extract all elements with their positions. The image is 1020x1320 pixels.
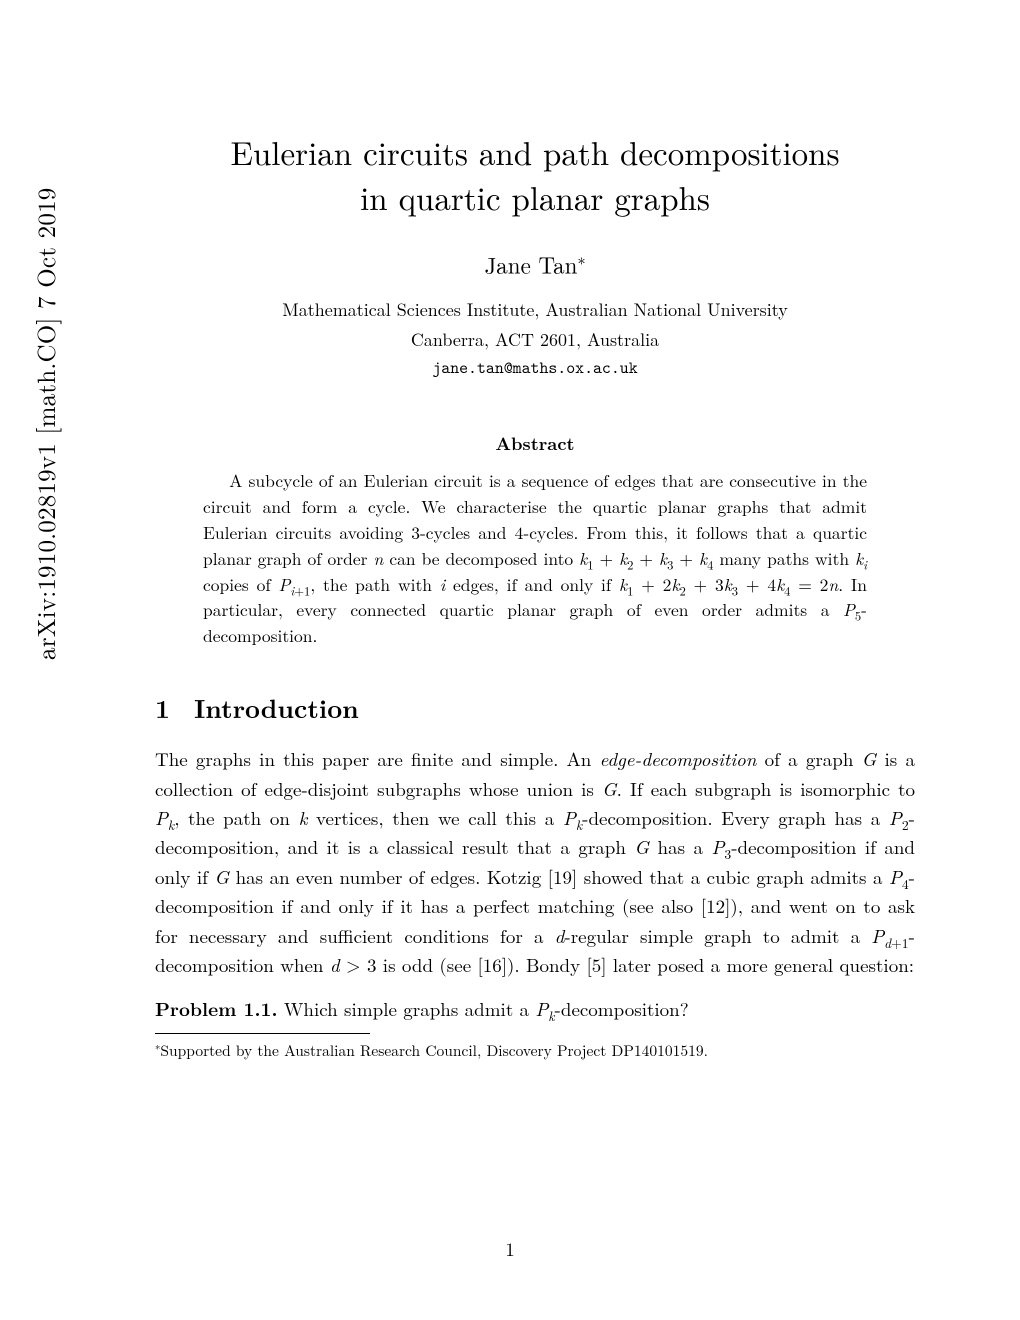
- author: Jane Tan∗: [155, 247, 915, 281]
- section-heading: 1 Introduction: [155, 689, 915, 726]
- abstract-body: A subcycle of an Eulerian circuit is a s…: [203, 468, 867, 649]
- footnote-rule: [155, 1033, 370, 1034]
- section-number: 1: [155, 689, 170, 726]
- paper-title: Eulerian circuits and path decomposition…: [155, 130, 915, 219]
- page-content: Eulerian circuits and path decomposition…: [155, 130, 915, 1062]
- title-line-1: Eulerian circuits and path decomposition…: [230, 128, 839, 175]
- footnote-text: Supported by the Australian Research Cou…: [160, 1040, 708, 1061]
- problem-statement: Problem 1.1. Which simple graphs admit a…: [155, 994, 915, 1023]
- affiliation-line-1: Mathematical Sciences Institute, Austral…: [155, 297, 915, 323]
- problem-label: Problem 1.1.: [155, 994, 278, 1022]
- affiliation-line-2: Canberra, ACT 2601, Australia: [155, 327, 915, 353]
- page-number: 1: [0, 1235, 1020, 1262]
- author-email: jane.tan@maths.ox.ac.uk: [155, 357, 915, 379]
- arxiv-stamp: arXiv:1910.02819v1 [math.CO] 7 Oct 2019: [28, 188, 63, 660]
- author-name: Jane Tan: [484, 248, 577, 281]
- title-line-2: in quartic planar graphs: [360, 173, 710, 220]
- section-title: Introduction: [194, 689, 359, 726]
- abstract-heading: Abstract: [155, 431, 915, 456]
- intro-paragraph: The graphs in this paper are finite and …: [155, 744, 915, 980]
- footnote: ∗Supported by the Australian Research Co…: [155, 1039, 915, 1062]
- author-footnote-marker: ∗: [577, 247, 585, 270]
